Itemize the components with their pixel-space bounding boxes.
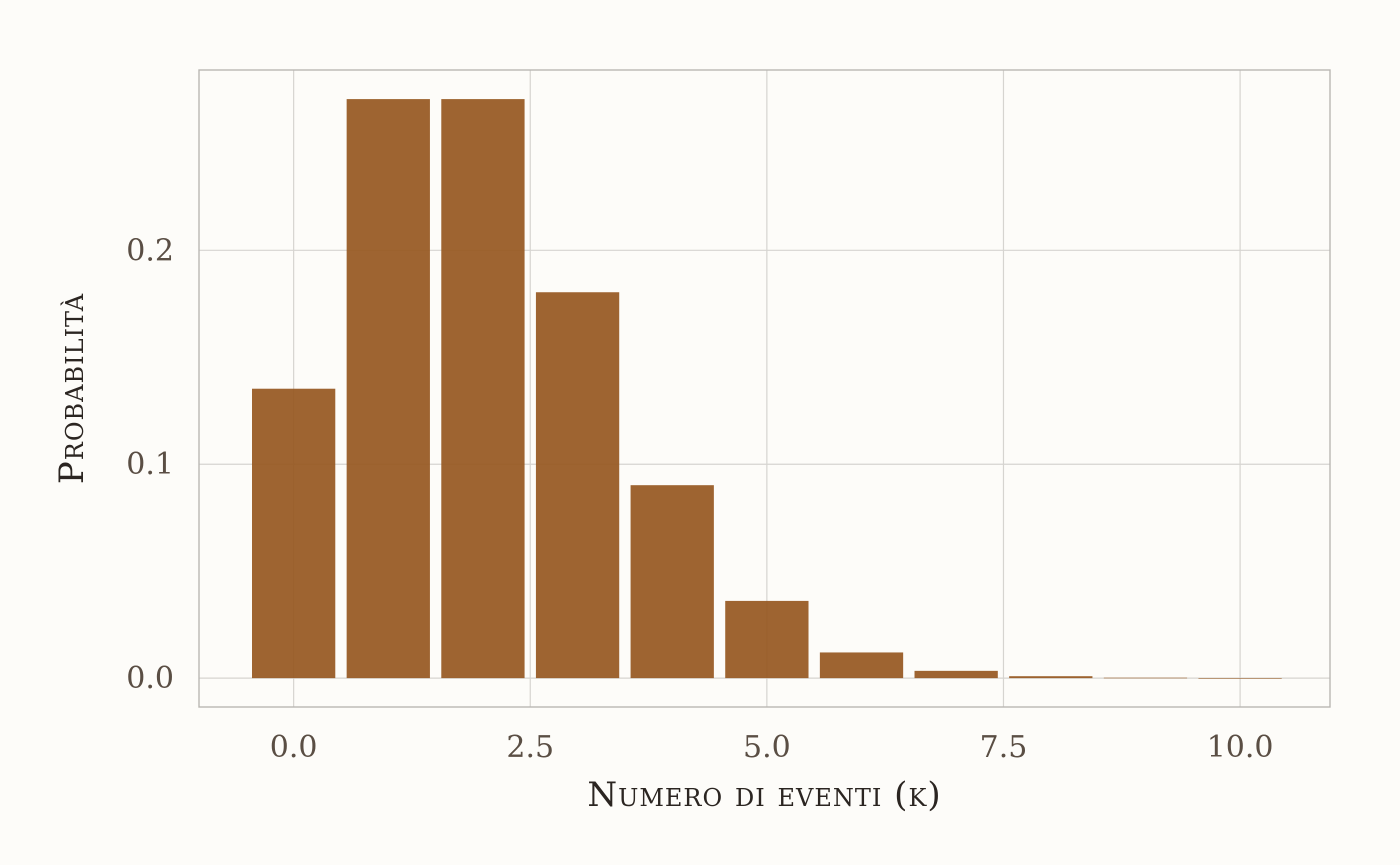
x-axis-title: Numero di eventi (k) [587,775,941,815]
bar-k-10 [1198,678,1282,679]
bar-k-1 [346,99,430,679]
bar-k-8 [1009,676,1093,679]
x-tick-label: 7.5 [980,730,1028,765]
y-tick-label: 0.0 [126,661,174,696]
bar-k-0 [252,388,336,679]
x-tick-label: 2.5 [506,730,554,765]
bar-k-5 [725,600,809,679]
bar-k-6 [819,652,904,679]
y-axis-ticks: 0.0 0.1 0.2 [126,233,174,696]
bar-k-4 [630,485,714,679]
y-axis-title: Probabilità [52,293,92,484]
bars-group [252,99,1282,679]
x-tick-label: 0.0 [270,730,318,765]
x-tick-label: 10.0 [1207,730,1274,765]
bar-k-2 [441,99,525,679]
bar-k-7 [914,670,998,679]
x-tick-label: 5.0 [743,730,791,765]
y-tick-label: 0.2 [126,233,174,268]
x-axis-ticks: 0.0 2.5 5.0 7.5 10.0 [270,730,1274,765]
y-tick-label: 0.1 [126,447,174,482]
plot-panel-border [198,69,1331,708]
bar-k-9 [1103,677,1188,679]
bar-k-3 [535,292,620,679]
